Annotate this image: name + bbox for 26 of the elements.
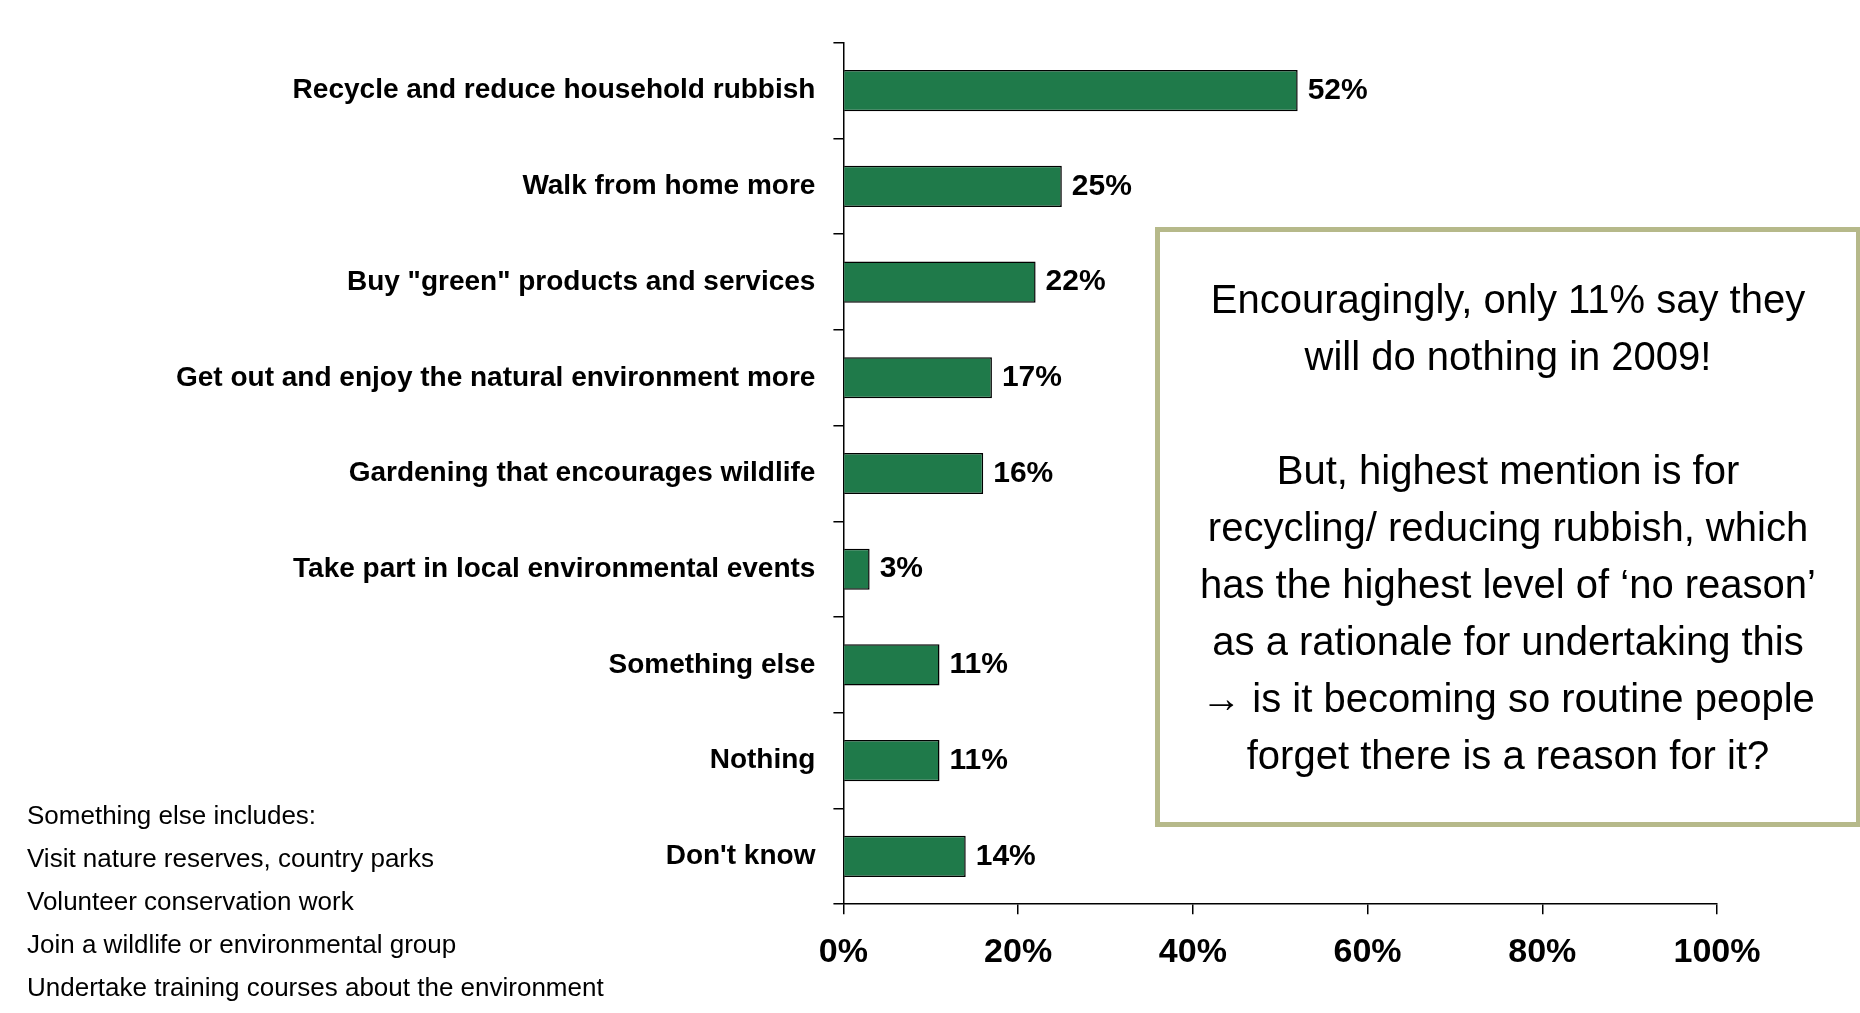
y-tick-label: Something else	[608, 647, 816, 679]
data-label: 11%	[949, 646, 1008, 680]
data-label: 3%	[879, 550, 923, 584]
text: Something else includes: Visit nature reserves, country parks Volunteer conservation work Join a wildlife or environmental group Undertake training courses about the environment	[27, 799, 604, 1004]
y-tick-label: Gardening that encourages wildlife	[348, 456, 816, 488]
x-tick-label: 60%	[1333, 930, 1402, 969]
y-tick-label: Walk from home more	[522, 169, 816, 201]
y-tick-label: Recycle and reduce household rubbish	[292, 73, 816, 105]
data-label: 52%	[1307, 71, 1368, 105]
data-label: 17%	[1001, 359, 1062, 393]
y-tick-label: Don't know	[665, 839, 816, 871]
data-label: 25%	[1071, 167, 1132, 201]
data-label: 14%	[975, 837, 1036, 871]
x-tick-label: 40%	[1158, 930, 1227, 969]
x-tick-label: 80%	[1508, 930, 1577, 969]
data-label: 16%	[993, 454, 1054, 488]
y-tick-label: Nothing	[709, 743, 816, 775]
text-box: Encouragingly, only 11% say they will do nothing in 2009! But, highest mention is for recycling/ reducing rubbish, which has the highest level of ‘no reason’ as a rationale for undertaking this → is it becoming so routine people forget there is a reason for it?	[1155, 227, 1860, 827]
data-label: 22%	[1045, 263, 1106, 297]
x-tick-label: 20%	[984, 930, 1053, 969]
y-tick-label: Take part in local environmental events	[293, 551, 816, 583]
y-tick-label: Buy "green" products and services	[346, 264, 816, 296]
x-tick-label: 100%	[1673, 930, 1761, 969]
y-tick-label: Get out and enjoy the natural environment more	[176, 360, 816, 392]
data-label: 11%	[949, 741, 1008, 775]
x-tick-label: 0%	[818, 930, 868, 969]
